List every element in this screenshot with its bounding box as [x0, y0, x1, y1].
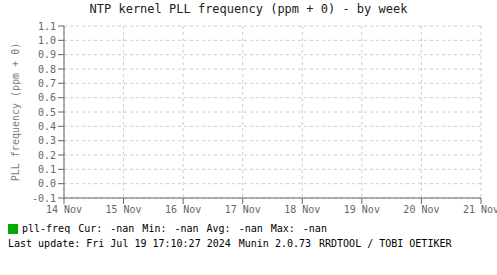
svg-text:20 Nov: 20 Nov	[403, 204, 439, 215]
svg-text:1.1: 1.1	[38, 21, 56, 32]
html-text:Max:: Max:	[270, 223, 295, 234]
html-text:Munin 2.0.73: Munin 2.0.73	[238, 238, 311, 249]
svg-text:18 Nov: 18 Nov	[284, 204, 320, 215]
html-text:Cur:: Cur:	[78, 223, 103, 234]
svg-text:17 Nov: 17 Nov	[225, 204, 261, 215]
html-text:-nan: -nan	[302, 223, 327, 234]
svg-text:0.8: 0.8	[38, 64, 56, 75]
svg-text:0.1: 0.1	[38, 164, 56, 175]
html-text:pll-freq: pll-freq	[22, 223, 71, 234]
html-text:Avg:: Avg:	[206, 223, 231, 234]
svg-text:-0.1: -0.1	[32, 193, 56, 204]
html-text:NTP kernel PLL frequency (ppm: NTP kernel PLL frequency (ppm + 0) - by …	[89, 2, 408, 16]
html-text:-nan: -nan	[110, 223, 135, 234]
svg-text:19 Nov: 19 Nov	[344, 204, 380, 215]
html-text:RRDTOOL / TOBI OETIKER: RRDTOOL / TOBI OETIKER	[319, 238, 452, 249]
html-text:-nan: -nan	[174, 223, 199, 234]
svg-text:0.5: 0.5	[38, 107, 56, 118]
svg-text:0.3: 0.3	[38, 135, 56, 146]
svg-text:0.0: 0.0	[38, 178, 56, 189]
svg-text:1.0: 1.0	[38, 35, 56, 46]
html-text:Last update: Fri Jul 19 17:10:: Last update: Fri Jul 19 17:10:27 2024	[8, 238, 231, 249]
svg-text:0.7: 0.7	[38, 78, 56, 89]
svg-text:15 Nov: 15 Nov	[106, 204, 142, 215]
svg-text:14 Nov: 14 Nov	[46, 204, 82, 215]
svg-text:0.6: 0.6	[38, 92, 56, 103]
svg-text:0.4: 0.4	[38, 121, 56, 132]
svg-text:0.9: 0.9	[38, 49, 56, 60]
svg-text:0.2: 0.2	[38, 150, 56, 161]
html-text:Min:: Min:	[142, 223, 167, 234]
svg-text:21 Nov: 21 Nov	[463, 204, 489, 215]
html-text:-nan: -nan	[238, 223, 263, 234]
svg-text:PLL frequency (ppm + 0): PLL frequency (ppm + 0)	[10, 43, 21, 181]
svg-text:16 Nov: 16 Nov	[165, 204, 201, 215]
